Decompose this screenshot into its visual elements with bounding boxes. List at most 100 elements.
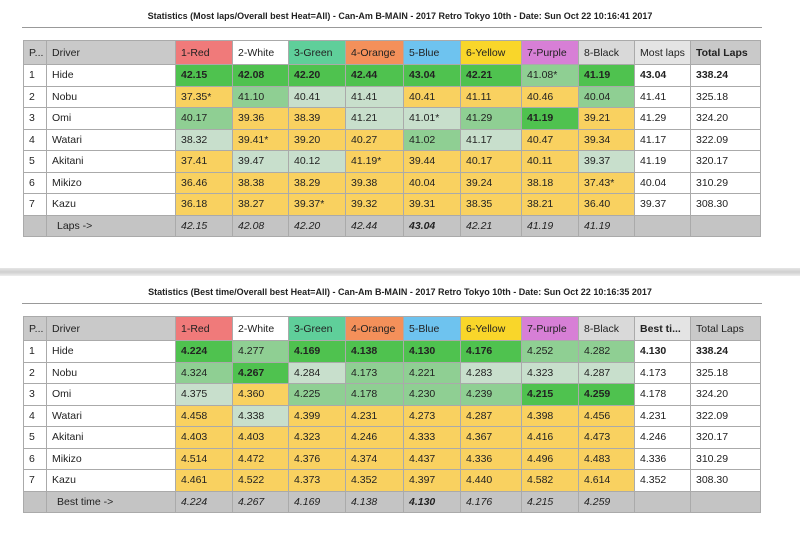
column-header[interactable]: Total Laps bbox=[690, 316, 761, 341]
lap-cell: 4.399 bbox=[288, 404, 346, 427]
column-header[interactable]: 6-Yellow bbox=[460, 316, 522, 341]
column-header[interactable]: P... bbox=[23, 316, 47, 341]
total-laps-cell: 338.24 bbox=[690, 340, 761, 363]
driver-cell: Mikizo bbox=[46, 171, 176, 194]
footer-row: Best time -> 4.224 4.267 4.169 4.138 4.130 4.1… bbox=[23, 490, 761, 513]
position-cell: 7 bbox=[23, 193, 47, 216]
lap-cell: 4.178 bbox=[345, 383, 404, 406]
position-cell: 2 bbox=[23, 361, 47, 384]
column-header[interactable]: 7-Purple bbox=[521, 316, 579, 341]
best-cell: 4.352 bbox=[634, 469, 691, 492]
column-header[interactable]: 6-Yellow bbox=[460, 40, 522, 65]
footer-cell: 42.15 bbox=[175, 214, 233, 237]
column-header[interactable]: Total Laps bbox=[690, 40, 761, 65]
column-header[interactable]: 4-Orange bbox=[345, 316, 404, 341]
footer-blank bbox=[690, 214, 761, 237]
column-header[interactable]: 8-Black bbox=[578, 40, 635, 65]
best-cell: 39.37 bbox=[634, 193, 691, 216]
lap-cell: 41.19* bbox=[345, 150, 404, 173]
lap-cell: 4.267 bbox=[232, 361, 289, 384]
lap-cell: 4.130 bbox=[403, 340, 461, 363]
column-header[interactable]: Driver bbox=[46, 316, 176, 341]
stats-table: P... Driver 1-Red 2-White 3-Green 4-Orange 5-B… bbox=[23, 316, 761, 513]
lap-cell: 40.46 bbox=[521, 85, 579, 108]
lap-cell: 39.32 bbox=[345, 193, 404, 216]
footer-blank bbox=[23, 214, 47, 237]
lap-cell: 38.27 bbox=[232, 193, 289, 216]
lap-cell: 4.483 bbox=[578, 447, 635, 470]
driver-cell: Watari bbox=[46, 128, 176, 151]
lap-cell: 41.10 bbox=[232, 85, 289, 108]
position-cell: 1 bbox=[23, 64, 47, 87]
table-row: 7 Kazu 36.18 38.27 39.37* 39.32 39.31 38.35 38.2… bbox=[23, 193, 761, 216]
column-header[interactable]: 1-Red bbox=[175, 316, 233, 341]
footer-blank bbox=[634, 214, 691, 237]
position-cell: 3 bbox=[23, 107, 47, 130]
table-row: 4 Watari 4.458 4.338 4.399 4.231 4.273 4.287 4.3… bbox=[23, 404, 761, 427]
position-cell: 4 bbox=[23, 128, 47, 151]
lap-cell: 4.333 bbox=[403, 426, 461, 449]
total-laps-cell: 308.30 bbox=[690, 193, 761, 216]
lap-cell: 41.01* bbox=[403, 107, 461, 130]
column-header[interactable]: 1-Red bbox=[175, 40, 233, 65]
lap-cell: 41.19 bbox=[521, 107, 579, 130]
lap-cell: 39.37 bbox=[578, 150, 635, 173]
lap-cell: 4.582 bbox=[521, 469, 579, 492]
column-header[interactable]: 3-Green bbox=[288, 40, 346, 65]
footer-row: Laps -> 42.15 42.08 42.20 42.44 43.04 42.21 41.… bbox=[23, 214, 761, 237]
column-header[interactable]: P... bbox=[23, 40, 47, 65]
column-header[interactable]: 7-Purple bbox=[521, 40, 579, 65]
best-cell: 41.17 bbox=[634, 128, 691, 151]
lap-cell: 4.458 bbox=[175, 404, 233, 427]
table-row: 6 Mikizo 4.514 4.472 4.376 4.374 4.437 4.336 4.4… bbox=[23, 447, 761, 470]
position-cell: 7 bbox=[23, 469, 47, 492]
lap-cell: 4.259 bbox=[578, 383, 635, 406]
column-header[interactable]: 8-Black bbox=[578, 316, 635, 341]
driver-cell: Kazu bbox=[46, 193, 176, 216]
driver-cell: Akitani bbox=[46, 426, 176, 449]
column-header[interactable]: 3-Green bbox=[288, 316, 346, 341]
column-header[interactable]: Best ti... bbox=[634, 316, 691, 341]
position-cell: 5 bbox=[23, 150, 47, 173]
column-header[interactable]: 2-White bbox=[232, 40, 289, 65]
lap-cell: 39.24 bbox=[460, 171, 522, 194]
lap-cell: 38.32 bbox=[175, 128, 233, 151]
page-separator bbox=[0, 268, 800, 276]
column-header[interactable]: Driver bbox=[46, 40, 176, 65]
lap-cell: 4.169 bbox=[288, 340, 346, 363]
table-row: 2 Nobu 37.35* 41.10 40.41 41.41 40.41 41.11 40.4… bbox=[23, 85, 761, 108]
column-header[interactable]: 5-Blue bbox=[403, 316, 461, 341]
lap-cell: 40.41 bbox=[288, 85, 346, 108]
lap-cell: 4.287 bbox=[460, 404, 522, 427]
lap-cell: 39.34 bbox=[578, 128, 635, 151]
footer-cell: 43.04 bbox=[403, 214, 461, 237]
footer-cell: 42.08 bbox=[232, 214, 289, 237]
footer-blank bbox=[690, 490, 761, 513]
lap-cell: 4.246 bbox=[345, 426, 404, 449]
column-header[interactable]: Most laps bbox=[634, 40, 691, 65]
lap-cell: 4.287 bbox=[578, 361, 635, 384]
table-row: 3 Omi 40.17 39.36 38.39 41.21 41.01* 41.29 41.19… bbox=[23, 107, 761, 130]
footer-cell: 42.44 bbox=[345, 214, 404, 237]
lap-cell: 39.31 bbox=[403, 193, 461, 216]
lap-cell: 4.239 bbox=[460, 383, 522, 406]
column-header[interactable]: 2-White bbox=[232, 316, 289, 341]
lap-cell: 40.41 bbox=[403, 85, 461, 108]
lap-cell: 4.176 bbox=[460, 340, 522, 363]
driver-cell: Hide bbox=[46, 340, 176, 363]
table-row: 6 Mikizo 36.46 38.38 38.29 39.38 40.04 39.24 38.… bbox=[23, 171, 761, 194]
lap-cell: 4.283 bbox=[460, 361, 522, 384]
total-laps-cell: 338.24 bbox=[690, 64, 761, 87]
lap-cell: 4.138 bbox=[345, 340, 404, 363]
lap-cell: 39.44 bbox=[403, 150, 461, 173]
lap-cell: 43.04 bbox=[403, 64, 461, 87]
column-header[interactable]: 4-Orange bbox=[345, 40, 404, 65]
lap-cell: 37.41 bbox=[175, 150, 233, 173]
lap-cell: 39.37* bbox=[288, 193, 346, 216]
position-cell: 1 bbox=[23, 340, 47, 363]
driver-cell: Mikizo bbox=[46, 447, 176, 470]
lap-cell: 4.440 bbox=[460, 469, 522, 492]
table-row: 7 Kazu 4.461 4.522 4.373 4.352 4.397 4.440 4.582… bbox=[23, 469, 761, 492]
lap-cell: 41.41 bbox=[345, 85, 404, 108]
column-header[interactable]: 5-Blue bbox=[403, 40, 461, 65]
